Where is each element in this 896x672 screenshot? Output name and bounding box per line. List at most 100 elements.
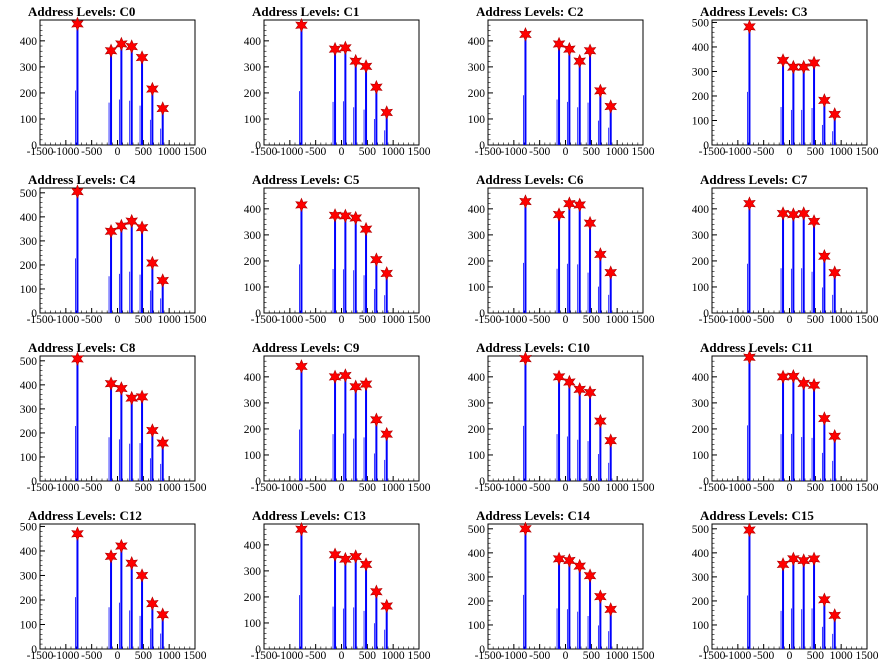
- y-tick-label: 0: [255, 308, 261, 320]
- chart-panel: 0 100 200 300 400 500 -1500 -1000 -500 0 500 1000 15…: [0, 504, 224, 672]
- chart-title: Address Levels: C12: [28, 508, 142, 523]
- y-tick-label: 500: [468, 524, 486, 536]
- x-tick-label: 1500: [184, 482, 207, 494]
- x-tick-label: 0: [339, 314, 345, 326]
- chart-svg: 0 100 200 300 400 -1500-1000 -500 0 500 1000 1500: [244, 521, 431, 662]
- peak-marker: [135, 389, 149, 405]
- y-tick-label: 100: [692, 282, 710, 294]
- peak-marker: [104, 43, 118, 58]
- peak-marker: [563, 41, 576, 57]
- y-tick-label: 200: [20, 595, 38, 607]
- y-tick-label: 0: [703, 308, 709, 320]
- chart-title: Address Levels: C7: [700, 172, 808, 187]
- x-tick-label: -1500: [27, 146, 54, 158]
- plot-frame: [39, 355, 196, 482]
- peak-marker: [604, 433, 617, 448]
- chart-panel: 0 100 200 300 400 -1500 -1000 -500 0 500 1000 1500 A…: [672, 336, 896, 504]
- peak-marker: [818, 248, 831, 264]
- y-tick-label: 0: [31, 140, 37, 152]
- y-tick-label: 200: [244, 424, 262, 436]
- peak-marker: [295, 197, 308, 213]
- chart-title: Address Levels: C1: [252, 4, 360, 19]
- peak-marker: [797, 206, 810, 221]
- x-tick-label: -1500: [475, 314, 502, 326]
- peak-marker: [349, 53, 362, 69]
- y-tick-label: 400: [468, 204, 486, 216]
- peak-marker: [359, 376, 373, 392]
- chart-title: Address Levels: C15: [700, 508, 814, 523]
- y-tick-label: 400: [244, 204, 262, 216]
- peak-marker: [125, 39, 138, 54]
- y-tick-label: 0: [255, 644, 261, 656]
- peak-marker: [156, 273, 169, 288]
- chart-panel: 0 100 200 300 400 500 -1500 -1000 -500 0 500 1000 15…: [672, 0, 896, 168]
- chart-title: Address Levels: C2: [476, 4, 584, 19]
- y-tick-label: 200: [692, 424, 710, 436]
- x-tick-label: 1000: [606, 314, 629, 326]
- x-tick-label: 0: [115, 650, 121, 662]
- peak-marker: [583, 385, 597, 400]
- plot-frame: [487, 19, 644, 146]
- y-tick-label: 200: [20, 428, 38, 440]
- x-tick-label: 500: [135, 146, 153, 158]
- x-tick-label: -500: [529, 146, 550, 158]
- peak-marker: [604, 265, 617, 280]
- x-tick-label: 1000: [158, 650, 181, 662]
- y-tick-label: 0: [479, 644, 485, 656]
- y-tick-label: 100: [468, 620, 486, 632]
- peak-marker: [146, 423, 159, 438]
- x-tick-label: 0: [787, 650, 793, 662]
- chart-svg: 0 100 200 300 400 500 -1500-1000 -500 0 500 1000 15…: [468, 521, 655, 662]
- peak-marker: [594, 589, 607, 604]
- y-tick-label: 200: [468, 256, 486, 268]
- x-tick-label: 1500: [632, 650, 655, 662]
- y-tick-label: 100: [20, 284, 38, 296]
- peak-marker: [359, 59, 373, 74]
- y-tick-label: 300: [468, 62, 486, 74]
- y-tick-label: 400: [20, 36, 38, 48]
- x-tick-label: -1000: [52, 650, 79, 662]
- chart-svg: 0 100 200 300 400 500 -1500-1000 -500 0 500 1000 15…: [20, 521, 207, 662]
- x-tick-label: 0: [339, 650, 345, 662]
- y-tick-label: 100: [468, 450, 486, 462]
- x-tick-label: 500: [135, 482, 153, 494]
- x-tick-label: -1000: [52, 146, 79, 158]
- x-tick-label: 1000: [382, 146, 405, 158]
- chart-panel: 0 100 200 300 400 -1500 -1000 -500 0 500 1000 1500 A…: [448, 168, 672, 336]
- y-tick-label: 400: [20, 546, 38, 558]
- peak-marker: [583, 43, 597, 58]
- x-tick-label: 500: [807, 650, 825, 662]
- peak-marker: [519, 521, 532, 537]
- y-tick-label: 300: [244, 398, 262, 410]
- x-tick-label: 1000: [158, 314, 181, 326]
- peak-marker: [125, 213, 138, 229]
- x-tick-label: -1000: [52, 482, 79, 494]
- peak-marker: [380, 105, 393, 120]
- peak-marker: [349, 379, 362, 394]
- peak-marker: [135, 50, 149, 65]
- peak-marker: [743, 196, 756, 211]
- y-tick-label: 200: [468, 88, 486, 100]
- peak-marker: [71, 16, 84, 32]
- y-tick-label: 100: [244, 618, 262, 630]
- peak-marker: [519, 351, 532, 366]
- x-tick-label: 1000: [158, 146, 181, 158]
- y-tick-label: 100: [20, 114, 38, 126]
- peak-marker: [743, 19, 756, 35]
- peak-marker: [295, 359, 308, 374]
- x-tick-label: -1500: [699, 314, 726, 326]
- peak-marker: [339, 208, 352, 224]
- peak-marker: [156, 435, 169, 451]
- chart-panel: 0 100 200 300 400 -1500 -1000 -500 0 500 1000 1500 A…: [224, 336, 448, 504]
- x-tick-label: -1000: [276, 146, 303, 158]
- plot-frame: [263, 19, 420, 146]
- y-tick-label: 500: [692, 17, 710, 29]
- x-tick-label: -1000: [276, 482, 303, 494]
- x-tick-label: 1500: [632, 146, 655, 158]
- y-tick-label: 0: [703, 140, 709, 152]
- y-tick-label: 300: [20, 570, 38, 582]
- peak-marker: [797, 376, 810, 391]
- x-tick-label: 1500: [632, 314, 655, 326]
- y-tick-label: 0: [255, 140, 261, 152]
- x-tick-label: -1500: [251, 482, 278, 494]
